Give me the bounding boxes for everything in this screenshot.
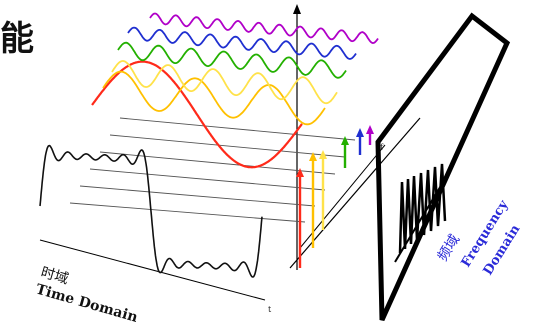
frequency-spectrum-lines	[398, 163, 447, 254]
harmonic-3-arrow-head	[309, 152, 317, 161]
harmonic-9-arrow-head	[356, 128, 364, 137]
harmonic-7-arrow-head	[341, 136, 349, 145]
time-domain-signal	[39, 144, 263, 278]
amplitude-axis-arrow	[293, 4, 301, 14]
harmonic-3-wave	[102, 70, 326, 126]
time-axis-tick-label: t	[268, 305, 272, 314]
frequency-domain-label-cn: 频域	[435, 232, 463, 264]
corner-glyph: 能	[0, 19, 34, 59]
fundamental-wave	[91, 60, 303, 169]
spectrum-arrows	[296, 125, 374, 268]
harmonic-11-arrow-head	[366, 125, 374, 134]
time-domain-label-en: Time Domain	[34, 281, 140, 325]
harmonic-5-wave	[111, 60, 338, 105]
square-wave	[39, 144, 263, 278]
depth-guide-lines	[69, 117, 356, 223]
frequency-domain-panel: 频域 Frequency Domain	[375, 12, 524, 322]
harmonic-waves	[91, 12, 379, 169]
frequency-axis-tick-label: f	[380, 143, 384, 152]
frequency-axis	[289, 117, 421, 269]
fundamental-arrow-head	[296, 168, 304, 177]
harmonic-7-wave	[117, 41, 347, 79]
harmonic-11-wave	[149, 12, 379, 45]
harmonic-9-wave	[127, 26, 357, 60]
harmonic-5-arrow-head	[319, 150, 327, 159]
axes	[39, 4, 421, 301]
time-axis	[39, 239, 266, 301]
time-domain-label-cn: 时域	[39, 264, 70, 287]
